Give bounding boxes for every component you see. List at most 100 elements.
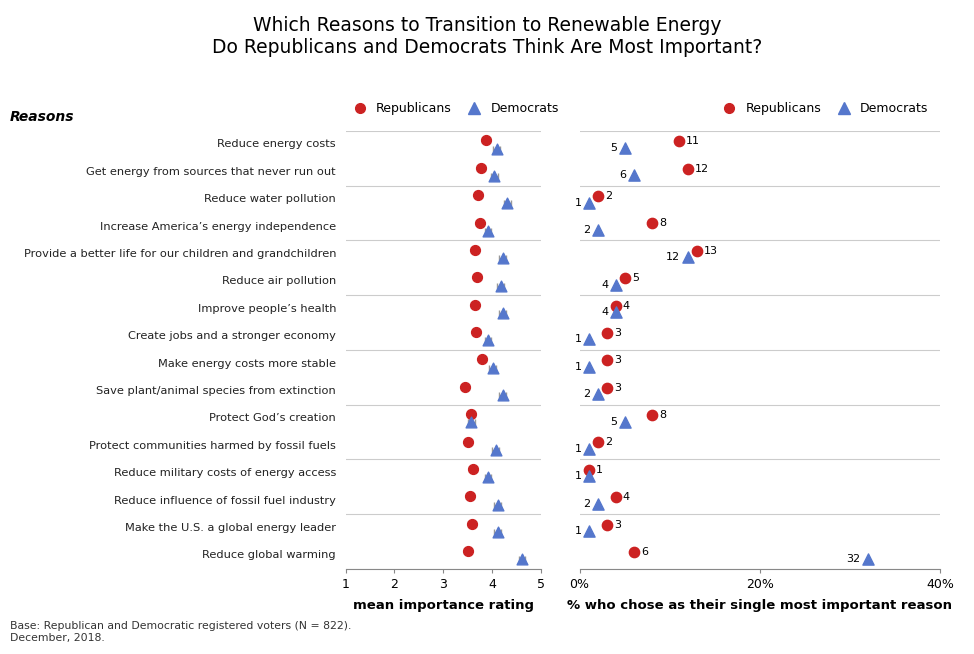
Point: [471, 217, 487, 228]
Text: Increase America’s energy independence: Increase America’s energy independence: [100, 222, 336, 232]
Point: [590, 191, 606, 201]
Text: Get energy from sources that never run out: Get energy from sources that never run o…: [87, 167, 336, 177]
Text: Reasons: Reasons: [10, 111, 74, 124]
Point: [464, 409, 479, 419]
Point: [468, 327, 484, 337]
Point: [590, 389, 606, 400]
Text: 8: 8: [658, 218, 666, 228]
Point: [599, 328, 615, 338]
Text: 1: 1: [575, 526, 581, 536]
Point: [581, 526, 596, 536]
Point: [485, 362, 501, 373]
Point: [500, 198, 515, 209]
Text: Protect God’s creation: Protect God’s creation: [209, 413, 336, 423]
Text: 32: 32: [846, 553, 861, 564]
Point: [474, 354, 490, 365]
Point: [581, 444, 596, 455]
Text: 3: 3: [614, 520, 620, 530]
X-axis label: % who chose as their single most important reason: % who chose as their single most importa…: [567, 599, 953, 612]
Point: [467, 300, 482, 310]
Point: [488, 445, 504, 455]
Point: [466, 464, 481, 474]
Point: [680, 252, 695, 262]
Text: Reduce energy costs: Reduce energy costs: [217, 139, 336, 150]
Point: [480, 472, 496, 483]
Text: 8: 8: [658, 410, 666, 420]
Legend: Republicans, Democrats: Republicans, Democrats: [712, 97, 933, 120]
Point: [590, 498, 606, 509]
Text: 2: 2: [605, 191, 612, 201]
Point: [581, 334, 596, 345]
Text: 4: 4: [622, 492, 630, 502]
Point: [608, 492, 623, 502]
Text: 4: 4: [601, 307, 609, 317]
Point: [495, 390, 510, 400]
Point: [599, 383, 615, 393]
Text: Provide a better life for our children and grandchildren: Provide a better life for our children a…: [23, 249, 336, 259]
Point: [599, 519, 615, 530]
Point: [625, 170, 641, 181]
Text: Reduce influence of fossil fuel industry: Reduce influence of fossil fuel industry: [114, 496, 336, 506]
Point: [644, 218, 659, 229]
Point: [617, 143, 632, 153]
Point: [599, 355, 615, 366]
Point: [486, 171, 503, 181]
Text: 12: 12: [694, 164, 709, 173]
Text: Save plant/animal species from extinction: Save plant/animal species from extinctio…: [96, 386, 336, 396]
Text: 2: 2: [583, 499, 590, 509]
Point: [860, 553, 876, 564]
Point: [489, 143, 505, 154]
Text: 5: 5: [632, 273, 639, 283]
Point: [462, 491, 477, 502]
Text: Reduce water pollution: Reduce water pollution: [205, 194, 336, 204]
Text: 4: 4: [601, 280, 609, 290]
Text: 1: 1: [575, 198, 581, 207]
Point: [590, 438, 606, 448]
Point: [581, 362, 596, 372]
Text: 12: 12: [666, 252, 681, 262]
Text: Which Reasons to Transition to Renewable Energy
Do Republicans and Democrats Thi: Which Reasons to Transition to Renewable…: [212, 16, 762, 58]
Text: 1: 1: [575, 472, 581, 481]
Text: 5: 5: [611, 143, 618, 153]
Point: [608, 307, 623, 317]
Text: 5: 5: [611, 417, 618, 426]
Point: [457, 382, 472, 392]
Point: [617, 273, 632, 283]
Point: [473, 163, 489, 173]
Text: 1: 1: [596, 465, 603, 475]
Text: 3: 3: [614, 355, 620, 366]
Point: [581, 471, 596, 481]
Text: 4: 4: [622, 301, 630, 311]
Point: [495, 253, 510, 264]
Point: [617, 417, 632, 427]
Point: [493, 281, 508, 291]
Point: [671, 136, 687, 146]
Text: 1: 1: [575, 444, 581, 454]
Point: [480, 226, 496, 236]
Text: 2: 2: [605, 438, 612, 447]
Point: [469, 272, 485, 283]
Point: [608, 300, 623, 311]
Point: [514, 554, 530, 564]
Point: [480, 335, 496, 345]
Text: 11: 11: [686, 136, 700, 146]
Point: [470, 190, 486, 200]
Point: [464, 417, 479, 428]
Point: [490, 526, 506, 537]
Text: Reduce global warming: Reduce global warming: [203, 550, 336, 560]
Point: [478, 135, 494, 146]
Point: [644, 410, 659, 421]
Text: 3: 3: [614, 328, 620, 338]
Point: [680, 164, 695, 174]
Text: Protect communities harmed by fossil fuels: Protect communities harmed by fossil fue…: [90, 441, 336, 451]
Point: [465, 519, 480, 529]
Legend: Republicans, Democrats: Republicans, Democrats: [342, 97, 564, 120]
Text: 13: 13: [704, 246, 718, 256]
Text: Make the U.S. a global energy leader: Make the U.S. a global energy leader: [125, 523, 336, 533]
Text: Base: Republican and Democratic registered voters (N = 822).
December, 2018.: Base: Republican and Democratic register…: [10, 621, 351, 643]
Text: Improve people’s health: Improve people’s health: [198, 304, 336, 314]
Point: [581, 198, 596, 208]
Point: [490, 500, 506, 510]
Point: [495, 307, 510, 318]
Point: [608, 279, 623, 290]
